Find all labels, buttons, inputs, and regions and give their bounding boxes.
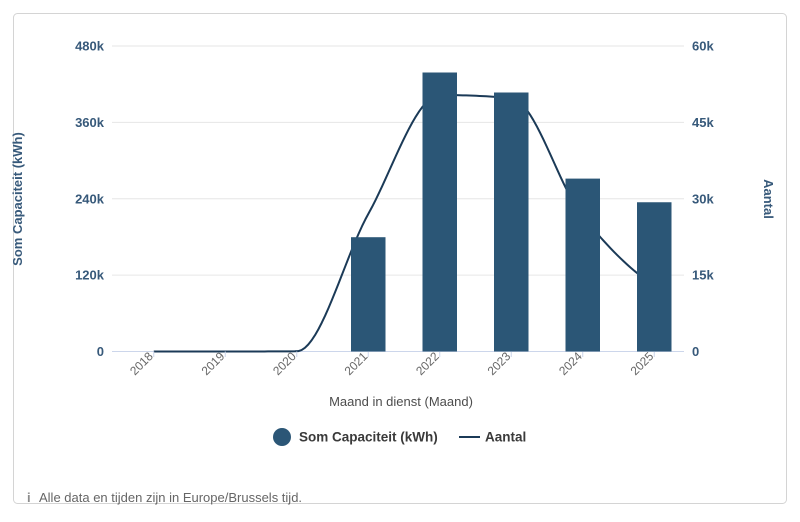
svg-text:120k: 120k [75,268,105,283]
svg-text:0: 0 [97,344,104,359]
svg-text:15k: 15k [692,268,714,283]
svg-text:60k: 60k [692,39,714,54]
svg-text:480k: 480k [75,39,105,54]
svg-text:Aantal: Aantal [761,179,776,219]
svg-text:30k: 30k [692,191,714,206]
svg-text:i: i [27,490,31,505]
svg-text:360k: 360k [75,115,105,130]
svg-text:Aantal: Aantal [485,430,526,445]
svg-text:Maand in dienst (Maand): Maand in dienst (Maand) [329,394,473,409]
svg-text:Som Capaciteit (kWh): Som Capaciteit (kWh) [299,430,438,445]
svg-text:240k: 240k [75,191,105,206]
svg-text:45k: 45k [692,115,714,130]
svg-text:Som Capaciteit (kWh): Som Capaciteit (kWh) [10,132,25,266]
svg-text:Alle data en tijden zijn in Eu: Alle data en tijden zijn in Europe/Bruss… [39,490,302,505]
svg-text:0: 0 [692,344,699,359]
